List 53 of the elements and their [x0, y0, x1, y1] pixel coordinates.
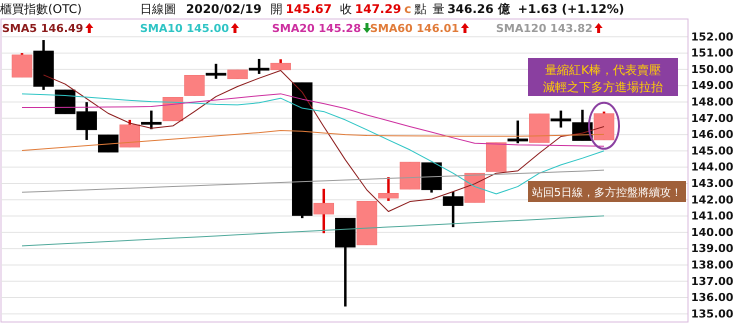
y-tick-label: 142.00 — [691, 193, 734, 206]
candlestick — [378, 176, 399, 202]
text: 147.29 — [354, 2, 402, 16]
candlestick — [270, 58, 291, 72]
y-tick-label: 145.00 — [691, 144, 734, 158]
line-series — [22, 93, 604, 147]
candlestick — [120, 118, 140, 148]
candlestick — [314, 188, 334, 234]
text: 2020/02/19 — [186, 2, 262, 16]
y-tick-label: 149.00 — [691, 79, 734, 92]
annotation: 站回5日線，多方控盤將續攻！ — [532, 186, 682, 199]
y-tick-label: 141.00 — [691, 210, 734, 223]
y-tick-label: 136.00 — [691, 291, 734, 304]
y-tick-label: 151.00 — [691, 46, 734, 60]
candlestick — [184, 74, 205, 97]
text: 346.26 億 — [447, 2, 511, 16]
candlestick — [12, 52, 32, 78]
text: SMA10 145.00 — [140, 22, 230, 35]
candlestick — [248, 58, 270, 76]
text: 收 — [340, 2, 352, 16]
text: c — [404, 2, 412, 16]
candlestick — [550, 109, 572, 129]
text: SMA120 143.82 — [496, 22, 593, 35]
y-tick-label: 140.00 — [691, 226, 734, 239]
text: 開 — [270, 2, 283, 16]
text: SMA20 145.28 — [272, 22, 361, 35]
y-tick-label: 147.00 — [691, 112, 734, 125]
text: 145.67 — [286, 2, 332, 16]
text: SMA60 146.01 — [370, 22, 459, 35]
text: 點 — [413, 2, 426, 16]
y-tick-label: 137.00 — [691, 274, 734, 288]
y-tick-label: 150.00 — [691, 62, 734, 76]
candlestick — [206, 62, 226, 80]
y-tick-label: 144.00 — [691, 160, 734, 174]
annotation: 量縮紅K棒，代表賣壓減輕之下多方進場拉抬 — [543, 63, 663, 94]
y-tick-label: 143.00 — [691, 176, 734, 190]
candlestick — [98, 134, 118, 154]
candlestick — [162, 96, 184, 122]
text: 量 — [432, 2, 444, 16]
y-tick-label: 139.00 — [691, 242, 734, 256]
chart-subtitle: 日線圖 — [140, 2, 176, 16]
y-tick-label: 146.00 — [691, 128, 734, 142]
text: +1.63 (+1.12%) — [518, 2, 624, 16]
text: SMA5 146.49 — [2, 22, 84, 35]
y-tick-label: 135.00 — [691, 307, 734, 320]
chart-title: 櫃買指數(OTC) — [0, 2, 82, 16]
candlestick — [141, 109, 162, 130]
candlestick — [508, 119, 528, 144]
y-tick-label: 152.00 — [691, 30, 734, 44]
line-series — [22, 215, 604, 246]
y-tick-label: 148.00 — [691, 95, 734, 108]
candlestick — [442, 190, 464, 228]
y-tick-label: 138.00 — [691, 258, 734, 272]
